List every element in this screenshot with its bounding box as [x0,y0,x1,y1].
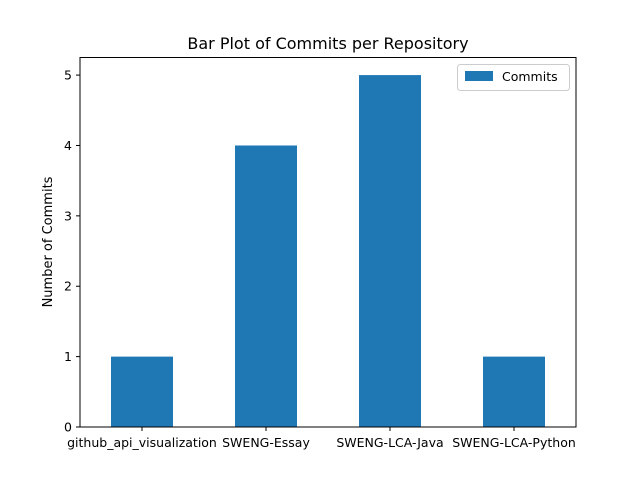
bars-group [111,75,545,427]
x-tick-label-0: github_api_visualization [67,435,217,450]
y-tick-label-2: 2 [64,279,72,294]
x-tick-label-2: SWENG-LCA-Java [336,435,443,450]
chart-title: Bar Plot of Commits per Repository [187,34,468,53]
y-tick-label-1: 1 [64,349,72,364]
plot-frame [79,57,577,428]
bar-0 [111,356,173,427]
y-ticks-group: 0 1 2 3 4 5 [64,68,80,435]
bar-1 [235,145,297,427]
y-tick-label-0: 0 [64,420,72,435]
x-tick-label-1: SWENG-Essay [222,435,310,450]
y-axis-label: Number of Commits [41,176,56,307]
bar-3 [483,356,545,427]
x-ticks-group: github_api_visualization SWENG-Essay SWENG… [67,427,576,450]
y-tick-label-5: 5 [64,68,72,83]
legend: Commits [457,64,570,91]
y-tick-label-4: 4 [64,138,72,153]
legend-label: Commits [502,69,558,84]
legend-swatch [465,71,493,81]
x-tick-label-3: SWENG-LCA-Python [452,435,576,450]
bar-2 [359,75,421,427]
y-tick-label-3: 3 [64,208,72,223]
